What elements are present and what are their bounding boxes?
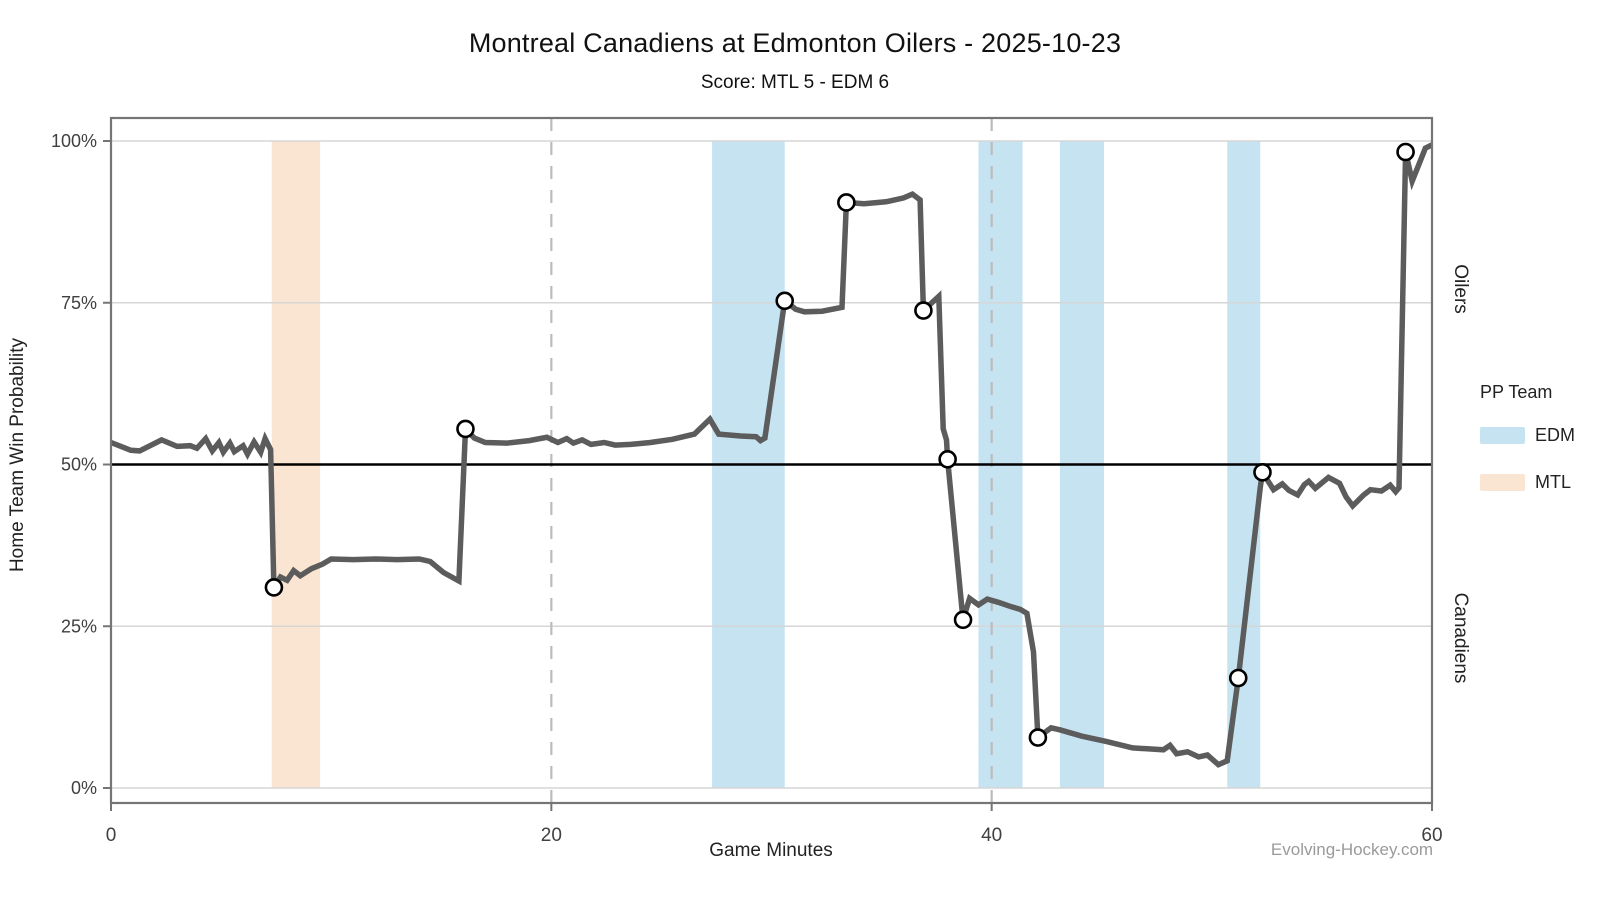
y-tick-label-0: 0% xyxy=(71,778,97,798)
goal-marker-1 xyxy=(264,578,284,597)
goal-marker-4 xyxy=(837,193,856,212)
goal-marker-6 xyxy=(938,450,957,469)
goal-marker-11 xyxy=(1396,142,1415,162)
legend-row-mtl: MTL xyxy=(1480,472,1605,493)
y-tick-label-50: 50% xyxy=(61,455,97,475)
x-tick-label-60: 60 xyxy=(1421,825,1442,846)
goal-marker-9 xyxy=(1228,668,1248,688)
legend-title: PP Team xyxy=(1480,382,1553,402)
y-tick-label-100: 100% xyxy=(51,131,97,151)
x-tick-label-0: 0 xyxy=(106,825,117,846)
legend-label-mtl: MTL xyxy=(1535,472,1571,492)
panel-border xyxy=(109,116,1434,805)
y-tick-label-75: 75% xyxy=(61,293,97,313)
away-team-side-label: Canadiens xyxy=(1450,592,1471,684)
x-tick-label-40: 40 xyxy=(981,825,1002,846)
goal-marker-2 xyxy=(456,419,475,439)
x-tick-label-20: 20 xyxy=(541,825,562,846)
chart-title: Montreal Canadiens at Edmonton Oilers - … xyxy=(468,28,1122,58)
y-tick-label-25: 25% xyxy=(61,616,97,636)
goal-marker-3 xyxy=(775,291,795,311)
y-axis-title: Home Team Win Probability xyxy=(7,337,28,573)
goal-marker-10 xyxy=(1253,462,1272,482)
goal-marker-8 xyxy=(1028,728,1048,747)
watermark-text: Evolving-Hockey.com xyxy=(1270,840,1434,859)
legend-row-edm: EDM xyxy=(1480,425,1605,446)
home-team-side-label: Oilers xyxy=(1450,264,1471,314)
mtl-pp-swatch xyxy=(1480,474,1525,491)
pp-team-legend: PP Team EDM MTL xyxy=(1480,382,1605,519)
x-axis-title: Game Minutes xyxy=(709,840,833,861)
win-probability-line xyxy=(109,142,1434,768)
goal-marker-7 xyxy=(953,610,973,630)
edm-pp-swatch xyxy=(1480,427,1525,444)
chart-subtitle: Score: MTL 5 - EDM 6 xyxy=(700,72,890,93)
goal-marker-5 xyxy=(914,301,933,320)
legend-label-edm: EDM xyxy=(1535,425,1575,445)
